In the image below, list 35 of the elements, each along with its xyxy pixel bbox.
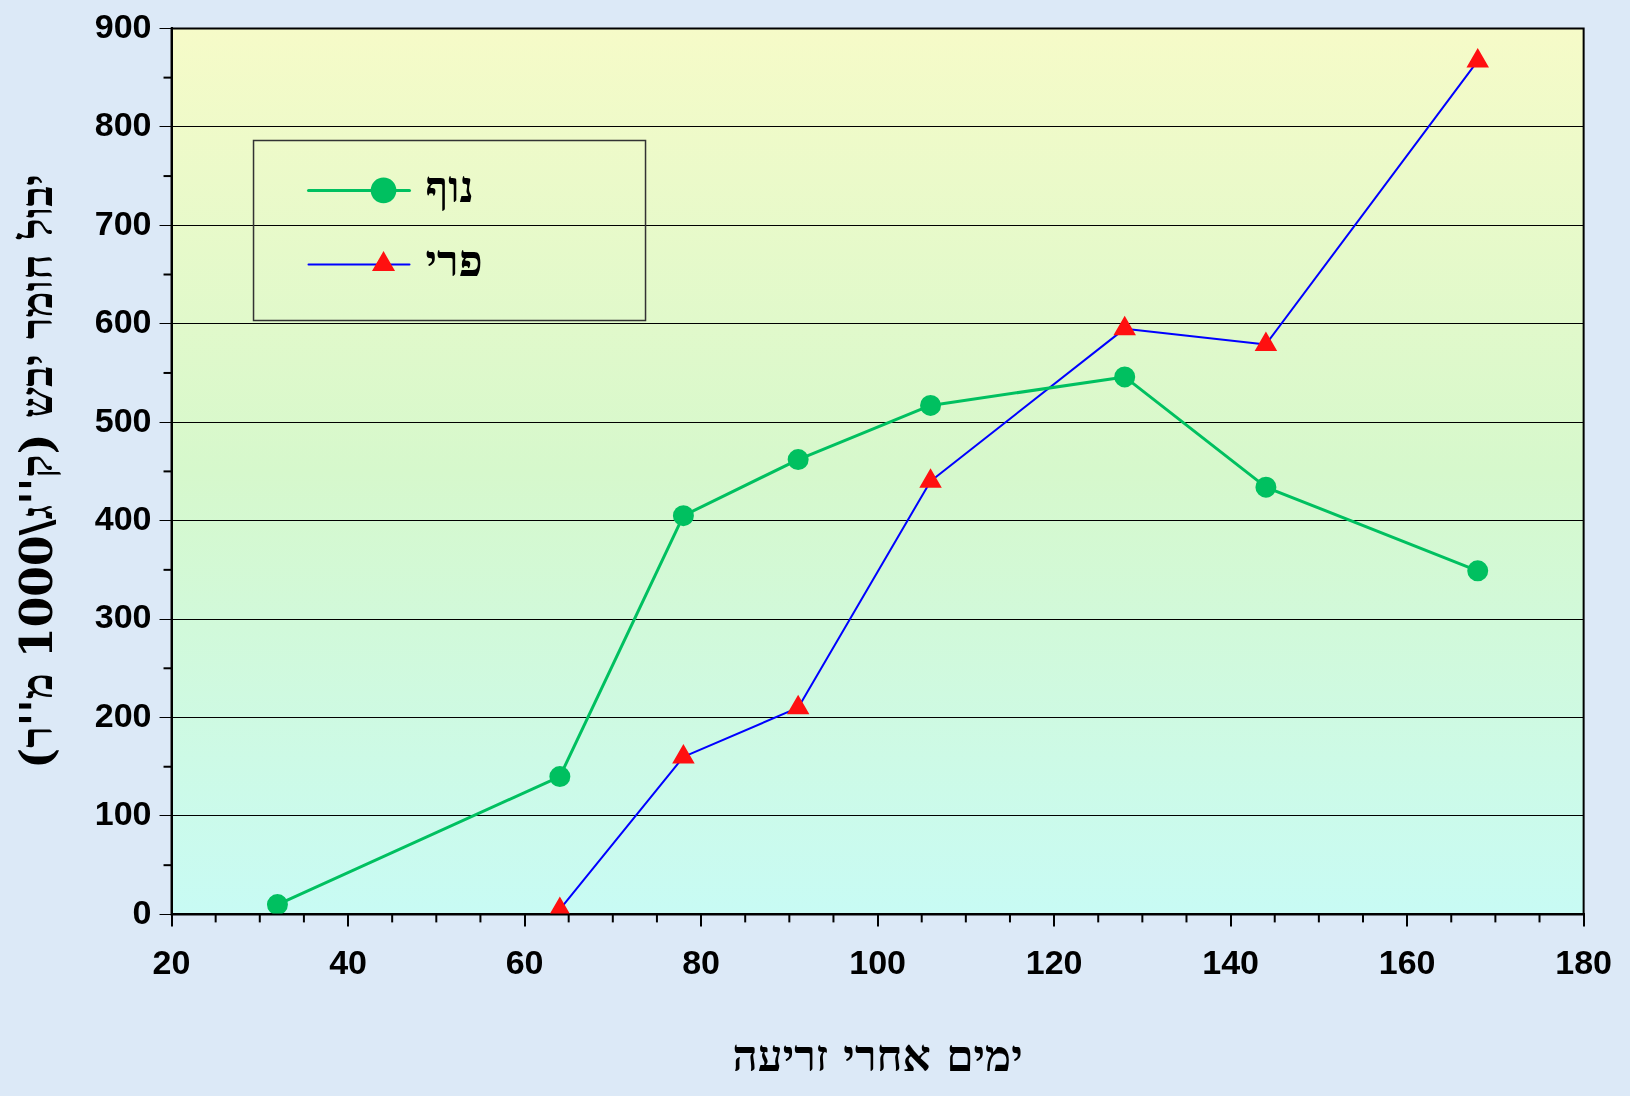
x-tick-label: 180 — [1555, 943, 1612, 982]
y-tick-label: 300 — [94, 597, 152, 636]
x-tick-label: 40 — [329, 943, 367, 982]
x-tick-label: 20 — [152, 943, 191, 982]
y-tick-label: 700 — [94, 203, 152, 242]
point — [672, 505, 694, 527]
x-tick-label: 160 — [1378, 943, 1436, 982]
legend-label: פרי — [425, 234, 483, 286]
point — [1255, 476, 1277, 498]
point — [1255, 332, 1277, 351]
y-tick-label: 400 — [94, 499, 152, 537]
y-tick-label: 100 — [94, 794, 152, 833]
point — [1467, 560, 1489, 582]
x-tick-label: 140 — [1202, 943, 1259, 982]
y-tick-label: 800 — [94, 105, 152, 144]
x-tick-label: 100 — [849, 943, 906, 982]
point — [787, 449, 809, 471]
point — [1114, 316, 1136, 336]
legend-label: נוף — [425, 160, 474, 212]
y-axis-title: יבול חומר יבש (ק''ג\1000 מ''ר) — [10, 174, 62, 769]
x-tick-label: 120 — [1025, 943, 1083, 982]
point — [266, 894, 288, 915]
point — [920, 394, 942, 416]
y-tick-label: 500 — [94, 400, 152, 439]
x-tick-label: 80 — [682, 943, 720, 982]
x-axis-title: ימים אחרי זריעה — [732, 1030, 1023, 1082]
point — [1114, 366, 1136, 388]
y-tick-label: 200 — [94, 695, 152, 734]
x-tick-label: 60 — [505, 943, 544, 982]
point — [1467, 48, 1489, 68]
y-tick-label: 900 — [94, 6, 152, 45]
point — [920, 469, 942, 488]
y-tick-label: 600 — [94, 302, 152, 341]
point — [549, 766, 571, 788]
y-tick-label: 0 — [132, 892, 152, 931]
